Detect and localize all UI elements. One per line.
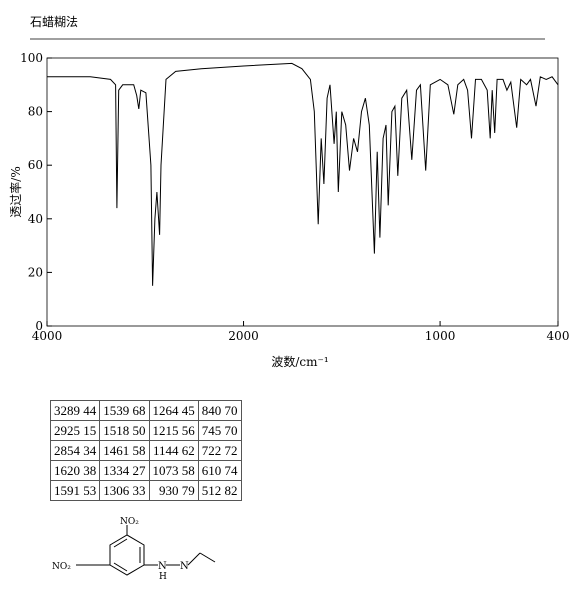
peak-cell: 1264 45 [148,400,199,421]
structure: NO₂ NO₂ N H N [52,517,216,582]
peak-cell: 840 70 [197,400,242,421]
y-tick-label: 100 [20,51,43,65]
atom-label: N [158,561,167,572]
peak-cell: 2925 15 [49,420,101,441]
peak-cell: 745 70 [197,420,242,441]
y-axis-label: 透过率/% [8,166,23,217]
peak-cell: 1215 56 [148,420,199,441]
peak-cell: 512 82 [197,480,242,501]
y-tick-label: 80 [28,105,43,119]
chart: 石蜡糊法 波数/cm⁻¹ 透过率/% 0 20 40 60 80 100 4000 2000 1… [8,14,570,369]
table-row: 3289 44 1539 68 1264 45 840 70 [49,400,242,421]
table-row: 1620 38 1334 27 1073 58 610 74 [49,460,242,481]
nitro-label: NO₂ [120,517,139,527]
y-tick-label: 20 [28,265,43,279]
peak-cell: 1518 50 [99,420,150,441]
peak-cell: 1306 33 [99,480,150,501]
x-tick-label: 2000 [228,329,259,343]
peak-cell: 2854 34 [49,440,101,461]
peak-cell: 1539 68 [99,400,150,421]
x-axis-label: 波数/cm⁻¹ [271,354,328,369]
x-tick-label: 1000 [425,329,456,343]
x-tick-label: 400 [547,329,570,343]
peak-cell: 1144 62 [148,440,199,461]
peak-cell: 930 79 [148,480,199,501]
atom-label: H [159,572,167,582]
peak-table: 3289 44 1539 68 1264 45 840 70 2925 15 1518 5… [49,400,242,501]
peak-cell: 1591 53 [49,480,101,501]
peak-cell: 1461 58 [99,440,150,461]
table-row: 2925 15 1518 50 1215 56 745 70 [49,420,242,441]
plot-frame [46,57,559,327]
y-tick-label: 40 [28,212,43,226]
y-tick-label: 60 [28,158,43,172]
atom-label: N [180,561,189,572]
y-tick-label: 0 [35,319,43,333]
peak-cell: 1073 58 [148,460,199,481]
nitro-label: NO₂ [52,562,71,572]
table-row: 1591 53 1306 33 930 79 512 82 [49,480,242,501]
peak-cell: 1334 27 [99,460,150,481]
x-tick-label: 4000 [32,329,63,343]
table-row: 2854 34 1461 58 1144 62 722 72 [49,440,242,461]
peak-cell: 1620 38 [49,460,101,481]
ring [76,525,216,576]
peak-cell: 610 74 [197,460,242,481]
page-title: 石蜡糊法 [30,14,78,29]
spectrum-line [47,62,559,286]
peak-cell: 3289 44 [49,400,101,421]
peak-cell: 722 72 [197,440,242,461]
